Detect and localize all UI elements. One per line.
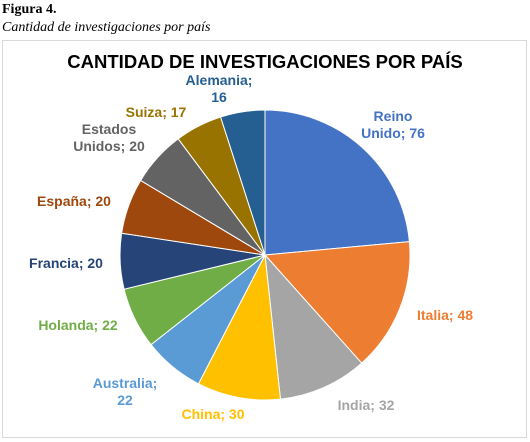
pie-slice-italia [263,241,411,364]
data-label-china: China; 30 [181,406,244,422]
data-label-estados-unidos: Estados Unidos; 20 [73,121,145,154]
figure-caption: Cantidad de investigaciones por país [2,20,211,35]
pie-slice-reino-unido [264,109,410,256]
pie-slice-alemania [219,109,266,256]
data-label-holanda: Holanda; 22 [38,317,118,333]
data-label-italia: Italia; 48 [417,307,473,323]
data-label-españa: España; 20 [37,193,111,209]
pie-slice-india [264,253,363,400]
data-label-francia: Francia; 20 [29,255,103,271]
data-label-alemania: Alemania; 16 [186,72,253,105]
pie-slice-china [197,253,282,401]
data-label-reino-unido: Reino Unido; 76 [361,108,425,141]
figure-number: Figura 4. [2,2,57,17]
chart-title: CANTIDAD DE INVESTIGACIONES POR PAÍS [67,51,462,72]
data-label-suiza: Suiza; 17 [126,104,187,120]
data-label-australia: Australia; 22 [93,375,158,408]
data-label-india: India; 32 [338,397,395,413]
